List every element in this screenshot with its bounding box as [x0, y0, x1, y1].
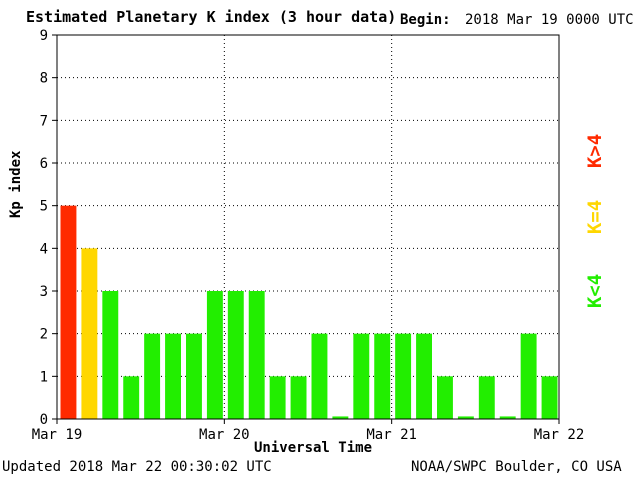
kp-bar — [499, 416, 516, 419]
chart-title: Estimated Planetary K index (3 hour data… — [26, 8, 397, 26]
kp-bar — [227, 291, 244, 419]
kp-bar — [478, 376, 495, 419]
plot-frame — [56, 34, 560, 420]
y-tick-label: 3 — [40, 284, 48, 300]
kp-bar — [520, 333, 537, 419]
legend-k-less-4: K<4 — [584, 273, 607, 309]
legend-k-equal-4: K=4 — [584, 199, 607, 235]
y-tick-label: 4 — [40, 241, 48, 257]
kp-bar — [541, 376, 558, 419]
kp-bar — [248, 291, 265, 419]
y-tick-label: 0 — [40, 412, 48, 428]
kp-bar — [81, 248, 98, 419]
y-tick-label: 2 — [40, 327, 48, 343]
kp-bar — [332, 416, 349, 419]
kp-bar — [395, 333, 412, 419]
y-axis-label: Kp index — [8, 150, 24, 218]
updated-timestamp: Updated 2018 Mar 22 00:30:02 UTC — [2, 459, 272, 475]
kp-bar — [144, 333, 161, 419]
kp-bar — [457, 416, 474, 419]
begin-value: 2018 Mar 19 0000 UTC — [465, 12, 634, 28]
kp-bar — [186, 333, 202, 419]
kp-bar — [206, 291, 223, 419]
kp-bar — [165, 333, 181, 419]
begin-label: Begin: — [400, 12, 451, 28]
y-tick-label: 1 — [40, 369, 48, 385]
legend-k-greater-4: K>4 — [584, 133, 607, 169]
kp-bar — [60, 205, 77, 419]
y-tick-label: 8 — [40, 71, 48, 87]
kp-bar — [437, 376, 453, 419]
kp-bar — [353, 333, 370, 419]
kp-bar — [269, 376, 286, 419]
credit-text: NOAA/SWPC Boulder, CO USA — [411, 459, 622, 475]
kp-bar — [311, 333, 328, 419]
grid-lines — [57, 35, 559, 419]
kp-bar — [416, 333, 432, 419]
x-tick-label: Mar 19 — [32, 427, 83, 443]
y-tick-label: 5 — [40, 199, 48, 215]
x-axis-ticks: Mar 19 Mar 20 Mar 21 Mar 22 — [32, 419, 585, 443]
x-tick-label: Mar 22 — [534, 427, 585, 443]
y-axis-ticks: 0 1 2 3 4 5 6 7 8 9 — [40, 28, 57, 428]
kp-bar — [102, 291, 119, 419]
kp-bar — [290, 376, 307, 419]
kp-bar — [374, 333, 391, 419]
x-tick-label: Mar 21 — [366, 427, 417, 443]
x-tick-label: Mar 20 — [199, 427, 250, 443]
kp-bar — [123, 376, 140, 419]
y-tick-label: 9 — [40, 28, 48, 44]
bars — [60, 205, 558, 419]
y-tick-label: 6 — [40, 156, 48, 172]
y-tick-label: 7 — [40, 113, 48, 129]
x-axis-label: Universal Time — [254, 440, 373, 456]
